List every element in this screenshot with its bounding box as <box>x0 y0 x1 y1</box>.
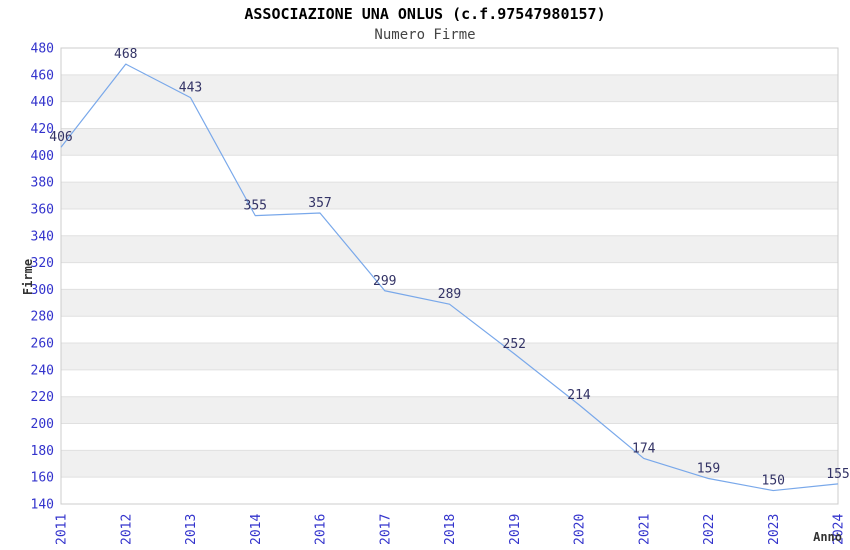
y-tick-label: 200 <box>31 417 54 432</box>
point-label: 252 <box>503 337 526 352</box>
plot-band <box>61 182 838 209</box>
y-axis-title: Firme <box>21 259 35 295</box>
plot-band <box>61 235 838 263</box>
x-tick-label: 2017 <box>378 514 393 545</box>
point-label: 174 <box>632 441 656 456</box>
y-tick-label: 480 <box>31 42 54 57</box>
y-tick-label: 300 <box>31 283 54 298</box>
plot-band <box>61 128 838 156</box>
y-tick-label: 460 <box>31 68 54 83</box>
point-label: 299 <box>373 274 396 289</box>
x-tick-label: 2023 <box>767 514 782 545</box>
x-tick-label: 2022 <box>702 514 717 545</box>
point-label: 357 <box>308 196 331 211</box>
y-tick-label: 140 <box>31 498 54 513</box>
x-tick-label: 2018 <box>443 514 458 545</box>
point-label: 214 <box>567 388 591 403</box>
x-tick-label: 2024 <box>832 514 847 545</box>
point-label: 406 <box>49 130 72 145</box>
y-tick-label: 260 <box>31 337 54 352</box>
x-axis-title: Anno <box>813 530 842 544</box>
point-label: 468 <box>114 47 137 62</box>
point-label: 289 <box>438 287 461 302</box>
y-tick-label: 320 <box>31 256 54 271</box>
x-tick-label: 2011 <box>55 514 70 545</box>
x-tick-label: 2014 <box>249 514 264 545</box>
x-tick-label: 2012 <box>119 514 134 545</box>
x-tick-label: 2016 <box>314 514 329 545</box>
point-label: 155 <box>826 467 849 482</box>
x-tick-label: 2019 <box>508 514 523 545</box>
y-tick-label: 220 <box>31 390 54 405</box>
y-tick-label: 160 <box>31 471 54 486</box>
point-label: 443 <box>179 81 202 96</box>
plot-band <box>61 343 838 370</box>
y-tick-label: 280 <box>31 310 54 325</box>
y-tick-label: 400 <box>31 149 54 164</box>
x-tick-label: 2020 <box>573 514 588 545</box>
plot-border <box>60 47 839 505</box>
plot-band <box>61 396 838 424</box>
y-tick-label: 440 <box>31 95 54 110</box>
x-tick-label: 2013 <box>184 514 199 545</box>
y-tick-label: 340 <box>31 229 54 244</box>
y-tick-label: 180 <box>31 444 54 459</box>
plot-band <box>61 450 838 478</box>
plot-band <box>61 289 838 317</box>
chart-subtitle: Numero Firme <box>374 27 476 43</box>
y-tick-label: 360 <box>31 202 54 217</box>
point-label: 150 <box>762 474 785 489</box>
point-label: 355 <box>244 199 267 214</box>
y-tick-label: 240 <box>31 363 54 378</box>
plot-band <box>61 74 838 102</box>
chart-title: ASSOCIAZIONE UNA ONLUS (c.f.97547980157) <box>244 5 606 23</box>
x-tick-label: 2021 <box>637 514 652 545</box>
point-label: 159 <box>697 462 720 477</box>
series-line <box>60 63 839 492</box>
y-tick-label: 380 <box>31 176 54 191</box>
y-tick-label: 420 <box>31 122 54 137</box>
